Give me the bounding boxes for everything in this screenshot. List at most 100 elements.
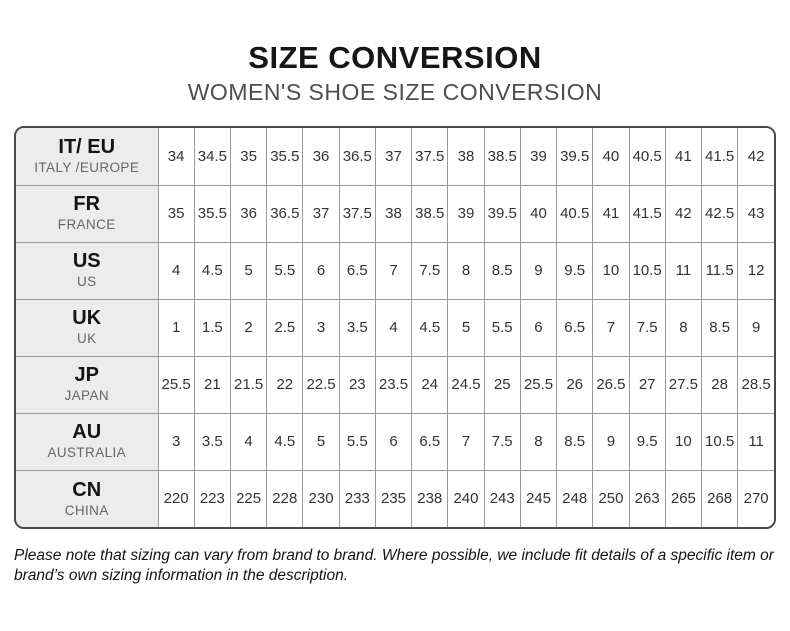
table-row: UK UK 1 1.5 2 2.5 3 3.5 4 4.5 5 5.5 6 6.5 7 7.5 8 8.5 9 — [16, 298, 774, 357]
size-value-cell: 42 — [664, 184, 703, 243]
size-value-cell: 41.5 — [628, 184, 666, 243]
size-value-cell: 270 — [737, 469, 774, 527]
size-value-cell: 22.5 — [302, 355, 340, 414]
size-value-cell: 6.5 — [338, 241, 376, 300]
table-row: CN CHINA 220 223 225 228 230 233 235 238 240 243 245… — [16, 469, 774, 527]
size-value-cell: 4.5 — [266, 412, 304, 471]
size-value-cell: 228 — [266, 469, 304, 527]
region-name: UK — [76, 331, 97, 347]
size-value-cell: 41 — [664, 128, 703, 186]
size-value-cell: 7.5 — [411, 241, 449, 300]
size-value-cell: 1 — [157, 298, 195, 357]
size-value-cell: 263 — [628, 469, 666, 527]
size-value-cell: 10 — [592, 241, 630, 300]
table-row: IT/ EU ITALY /EUROPE 34 34.5 35 35.5 36 36.5 37 3… — [16, 128, 774, 186]
size-value-cell: 35 — [229, 128, 268, 186]
size-value-cell: 265 — [664, 469, 703, 527]
size-value-cell: 9.5 — [628, 412, 666, 471]
size-value-cell: 8.5 — [701, 298, 739, 357]
size-value-cell: 36 — [302, 128, 340, 186]
size-value-cell: 39 — [447, 184, 485, 243]
size-value-cell: 21 — [193, 355, 231, 414]
size-value-cell: 40 — [519, 184, 558, 243]
size-value-cell: 40.5 — [556, 184, 594, 243]
table-row: JP JAPAN 25.5 21 21.5 22 22.5 23 23.5 24 24.5 25 25.… — [16, 355, 774, 414]
size-value-cell: 41 — [592, 184, 630, 243]
size-value-cell: 38.5 — [411, 184, 449, 243]
size-value-cell: 36.5 — [266, 184, 304, 243]
table-row: AU AUSTRALIA 3 3.5 4 4.5 5 5.5 6 6.5 7 7.5 8 8.5 9 9.5 1… — [16, 412, 774, 471]
size-value-cell: 24.5 — [447, 355, 485, 414]
size-value-cell: 5.5 — [266, 241, 304, 300]
size-value-cell: 11.5 — [701, 241, 739, 300]
size-value-cell: 230 — [302, 469, 340, 527]
size-value-cell: 5 — [229, 241, 268, 300]
size-value-cell: 3 — [302, 298, 340, 357]
size-value-cell: 38 — [374, 184, 413, 243]
size-value-cell: 39.5 — [556, 128, 594, 186]
size-value-cell: 268 — [701, 469, 739, 527]
size-value-cell: 26.5 — [592, 355, 630, 414]
region-code: AU — [72, 421, 102, 444]
region-name: JAPAN — [64, 388, 109, 404]
size-value-cell: 11 — [664, 241, 703, 300]
size-value-cell: 7 — [447, 412, 485, 471]
row-header-cell: UK UK — [16, 298, 159, 357]
size-value-cell: 5.5 — [483, 298, 521, 357]
size-value-cell: 37.5 — [411, 128, 449, 186]
size-value-cell: 3 — [157, 412, 195, 471]
size-conversion-page: SIZE CONVERSION WOMEN'S SHOE SIZE CONVER… — [0, 42, 790, 587]
row-header-cell: IT/ EU ITALY /EUROPE — [16, 128, 159, 186]
size-value-cell: 3.5 — [338, 298, 376, 357]
size-value-cell: 39 — [519, 128, 558, 186]
region-name: AUSTRALIA — [47, 445, 127, 461]
size-value-cell: 9 — [519, 241, 558, 300]
size-value-cell: 1.5 — [193, 298, 231, 357]
size-value-cell: 12 — [737, 241, 774, 300]
table-row: FR FRANCE 35 35.5 36 36.5 37 37.5 38 38.5 39 39.5 40… — [16, 184, 774, 243]
size-value-cell: 243 — [483, 469, 521, 527]
region-code: FR — [73, 193, 101, 216]
size-value-cell: 8.5 — [556, 412, 594, 471]
region-code: US — [72, 250, 101, 273]
size-value-cell: 37 — [374, 128, 413, 186]
size-value-cell: 233 — [338, 469, 376, 527]
size-table-frame: IT/ EU ITALY /EUROPE 34 34.5 35 35.5 36 36.5 37 3… — [14, 126, 776, 529]
size-value-cell: 25.5 — [157, 355, 195, 414]
region-code: JP — [74, 364, 99, 387]
size-value-cell: 225 — [229, 469, 268, 527]
size-value-cell: 6 — [374, 412, 413, 471]
row-header-cell: CN CHINA — [16, 469, 159, 527]
size-value-cell: 37 — [302, 184, 340, 243]
row-header-cell: JP JAPAN — [16, 355, 159, 414]
page-subtitle: WOMEN'S SHOE SIZE CONVERSION — [187, 79, 603, 105]
size-value-cell: 9 — [592, 412, 630, 471]
size-value-cell: 4.5 — [411, 298, 449, 357]
region-name: CHINA — [64, 502, 109, 518]
row-header-cell: FR FRANCE — [16, 184, 159, 243]
size-value-cell: 36 — [229, 184, 268, 243]
size-value-cell: 26 — [556, 355, 594, 414]
size-value-cell: 24 — [411, 355, 449, 414]
size-value-cell: 7.5 — [483, 412, 521, 471]
size-value-cell: 28.5 — [737, 355, 774, 414]
size-value-cell: 8 — [664, 298, 703, 357]
row-header-cell: AU AUSTRALIA — [16, 412, 159, 471]
size-value-cell: 245 — [519, 469, 558, 527]
size-value-cell: 8.5 — [483, 241, 521, 300]
size-value-cell: 250 — [592, 469, 630, 527]
table-row: US US 4 4.5 5 5.5 6 6.5 7 7.5 8 8.5 9 9.5 10 10.5 11 11.5… — [16, 241, 774, 300]
size-value-cell: 220 — [157, 469, 195, 527]
size-value-cell: 238 — [411, 469, 449, 527]
size-value-cell: 2 — [229, 298, 268, 357]
region-name: ITALY /EUROPE — [34, 160, 140, 176]
size-value-cell: 223 — [193, 469, 231, 527]
size-value-cell: 35.5 — [266, 128, 304, 186]
size-value-cell: 6 — [519, 298, 558, 357]
size-value-cell: 23 — [338, 355, 376, 414]
size-value-cell: 8 — [447, 241, 485, 300]
size-value-cell: 7.5 — [628, 298, 666, 357]
size-value-cell: 235 — [374, 469, 413, 527]
size-value-cell: 38 — [447, 128, 485, 186]
size-value-cell: 10.5 — [628, 241, 666, 300]
